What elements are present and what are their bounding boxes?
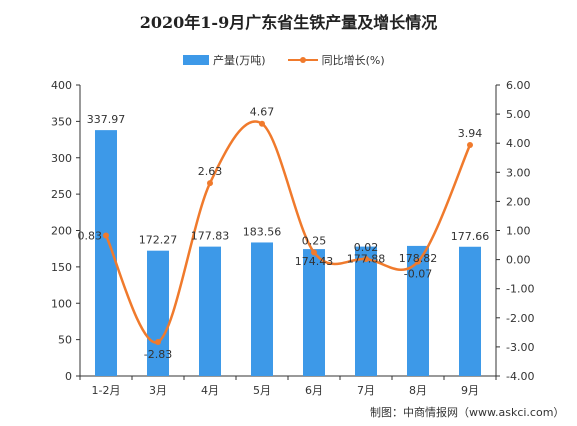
y-right-tick-label: 2.00	[506, 195, 531, 208]
y-right-tick-label: 6.00	[506, 79, 531, 92]
growth-point	[415, 258, 421, 265]
y-right-tick-label: -3.00	[506, 341, 534, 354]
x-tick-label: 4月	[201, 384, 219, 397]
y-left-tick-label: 50	[58, 334, 72, 347]
y-right-tick-label: 3.00	[506, 166, 531, 179]
y-left-tick-label: 350	[51, 115, 72, 128]
growth-data-label: 0.02	[354, 241, 379, 254]
bar	[355, 246, 377, 376]
bar	[251, 242, 273, 376]
legend-label-growth: 同比增长(%)	[321, 54, 385, 67]
x-tick-label: 6月	[305, 384, 323, 397]
growth-point	[103, 232, 109, 239]
y-left-tick-label: 0	[65, 370, 72, 383]
bar-data-label: 337.97	[87, 113, 126, 126]
bar	[199, 246, 221, 376]
growth-data-label: -0.07	[404, 268, 432, 281]
y-left-tick-label: 250	[51, 188, 72, 201]
y-right-tick-label: -2.00	[506, 312, 534, 325]
growth-data-label: 3.94	[458, 127, 483, 140]
bar-data-label: 178.82	[399, 252, 438, 265]
bar-data-label: 183.56	[243, 225, 282, 238]
x-tick-label: 7月	[357, 384, 375, 397]
bar-data-label: 177.83	[191, 230, 230, 243]
growth-point	[311, 249, 317, 256]
growth-data-label: 0.83	[78, 229, 103, 242]
bar-data-label: 174.43	[295, 255, 334, 268]
x-tick-label: 1-2月	[92, 384, 121, 397]
growth-point	[363, 256, 369, 263]
chart-title: 2020年1-9月广东省生铁产量及增长情况	[139, 13, 438, 32]
x-tick-label: 3月	[149, 384, 167, 397]
y-right-tick-label: -4.00	[506, 370, 534, 383]
growth-point	[155, 338, 161, 345]
y-right-tick-label: 0.00	[506, 254, 531, 267]
y-right-tick-label: 1.00	[506, 225, 531, 238]
growth-data-label: 4.67	[250, 106, 275, 119]
y-left-tick-label: 100	[51, 297, 72, 310]
bar	[407, 245, 429, 376]
growth-point	[259, 120, 265, 127]
y-left-tick-label: 400	[51, 79, 72, 92]
bar-data-label: 172.27	[139, 234, 178, 247]
growth-point	[467, 141, 473, 148]
y-right-tick-label: 4.00	[506, 137, 531, 150]
y-left-tick-label: 300	[51, 152, 72, 165]
growth-data-label: -2.83	[144, 348, 172, 361]
legend: 产量(万吨) 同比增长(%)	[183, 52, 385, 68]
bar	[303, 249, 325, 376]
bar	[459, 246, 481, 376]
growth-data-label: 0.25	[302, 234, 327, 247]
legend-swatch-growth	[287, 54, 318, 66]
bar-data-label: 177.66	[451, 230, 490, 243]
bar	[95, 130, 117, 376]
y-left-tick-label: 150	[51, 261, 72, 274]
legend-label-production: 产量(万吨)	[213, 54, 266, 67]
y-right-tick-label: -1.00	[506, 283, 534, 296]
y-left-tick-label: 200	[51, 225, 72, 238]
bar	[147, 250, 169, 376]
x-tick-label: 9月	[461, 384, 479, 397]
source-note: 制图：中商情报网（www.askci.com）	[370, 406, 565, 419]
legend-swatch-production	[183, 55, 209, 65]
x-tick-label: 5月	[253, 384, 271, 397]
y-right-tick-label: 5.00	[506, 108, 531, 121]
bar-data-label: 177.88	[347, 253, 386, 266]
growth-data-label: 2.63	[198, 165, 223, 178]
x-tick-label: 8月	[409, 384, 427, 397]
growth-point	[207, 180, 213, 187]
